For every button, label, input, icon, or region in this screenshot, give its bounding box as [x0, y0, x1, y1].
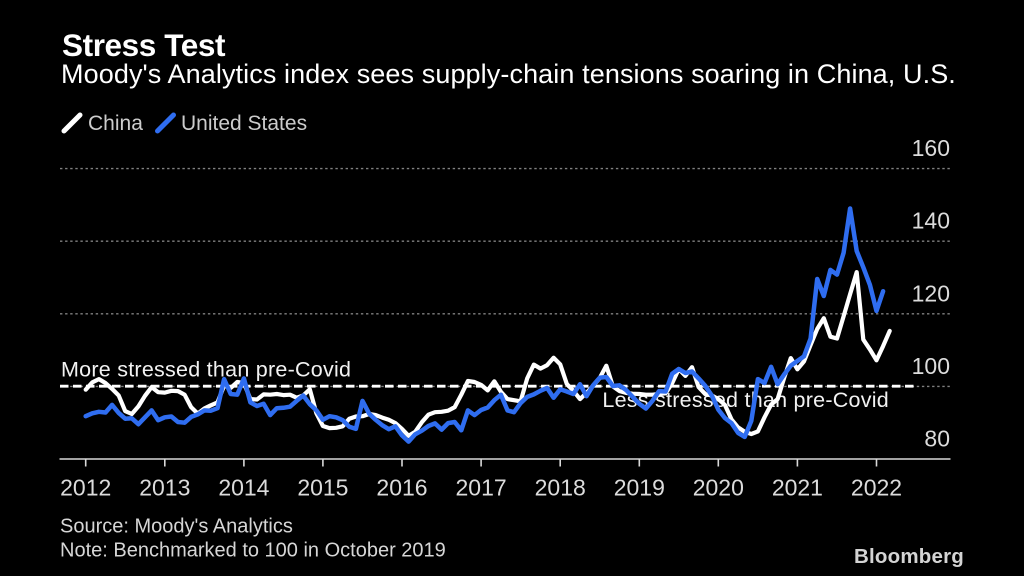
svg-text:120: 120	[912, 280, 950, 306]
svg-text:China: China	[88, 112, 143, 135]
svg-text:United States: United States	[181, 112, 307, 135]
svg-text:100: 100	[912, 353, 950, 379]
svg-text:2019: 2019	[614, 475, 665, 501]
svg-text:160: 160	[912, 135, 950, 161]
svg-text:Bloomberg: Bloomberg	[854, 545, 964, 568]
svg-text:2013: 2013	[139, 475, 190, 501]
svg-text:2018: 2018	[535, 475, 586, 501]
svg-text:2022: 2022	[851, 475, 902, 501]
svg-text:Source: Moody's Analytics: Source: Moody's Analytics	[60, 516, 293, 538]
svg-text:2016: 2016	[376, 475, 427, 501]
svg-text:140: 140	[912, 208, 950, 234]
svg-text:2017: 2017	[456, 475, 507, 501]
svg-text:2012: 2012	[60, 475, 111, 501]
svg-text:Note: Benchmarked to 100 in Oc: Note: Benchmarked to 100 in October 2019	[60, 540, 446, 562]
svg-text:80: 80	[924, 426, 950, 452]
svg-text:2021: 2021	[772, 475, 823, 501]
svg-text:2020: 2020	[693, 475, 744, 501]
svg-text:Stress Test: Stress Test	[62, 27, 226, 63]
svg-text:Moody's Analytics index sees s: Moody's Analytics index sees supply-chai…	[61, 59, 956, 89]
svg-text:More stressed than pre-Covid: More stressed than pre-Covid	[61, 358, 351, 382]
svg-text:Less stressed than pre-Covid: Less stressed than pre-Covid	[602, 388, 889, 412]
svg-text:2015: 2015	[297, 475, 348, 501]
svg-text:2014: 2014	[218, 475, 269, 501]
